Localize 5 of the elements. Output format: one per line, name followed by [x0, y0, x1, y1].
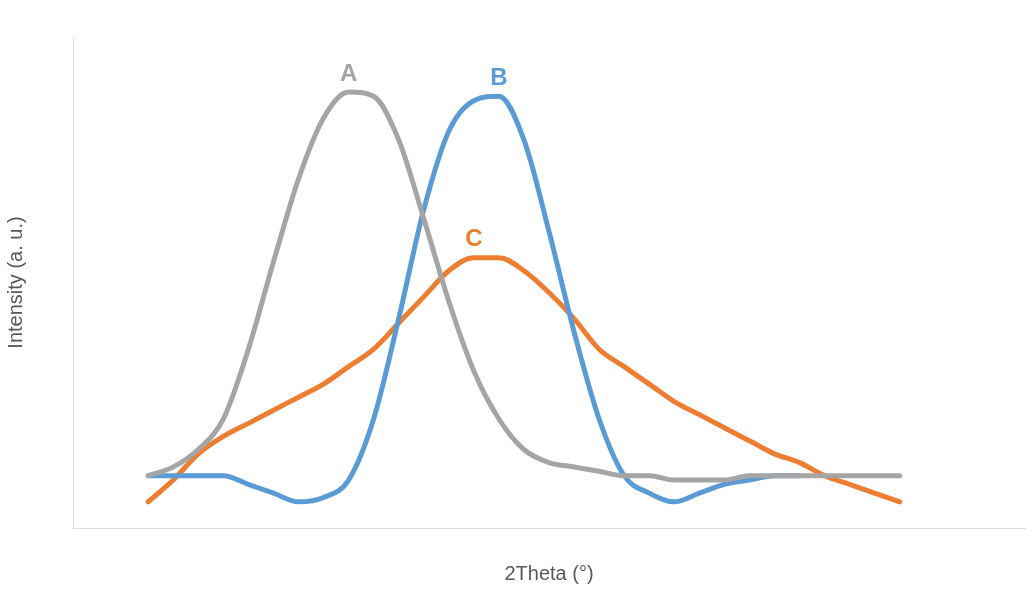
series-label: B: [490, 62, 508, 90]
series-label: C: [465, 224, 483, 252]
x-axis-title: 2Theta (°): [504, 561, 594, 584]
series-label: A: [339, 58, 358, 86]
y-axis-title: Intensity (a. u.): [3, 216, 26, 349]
